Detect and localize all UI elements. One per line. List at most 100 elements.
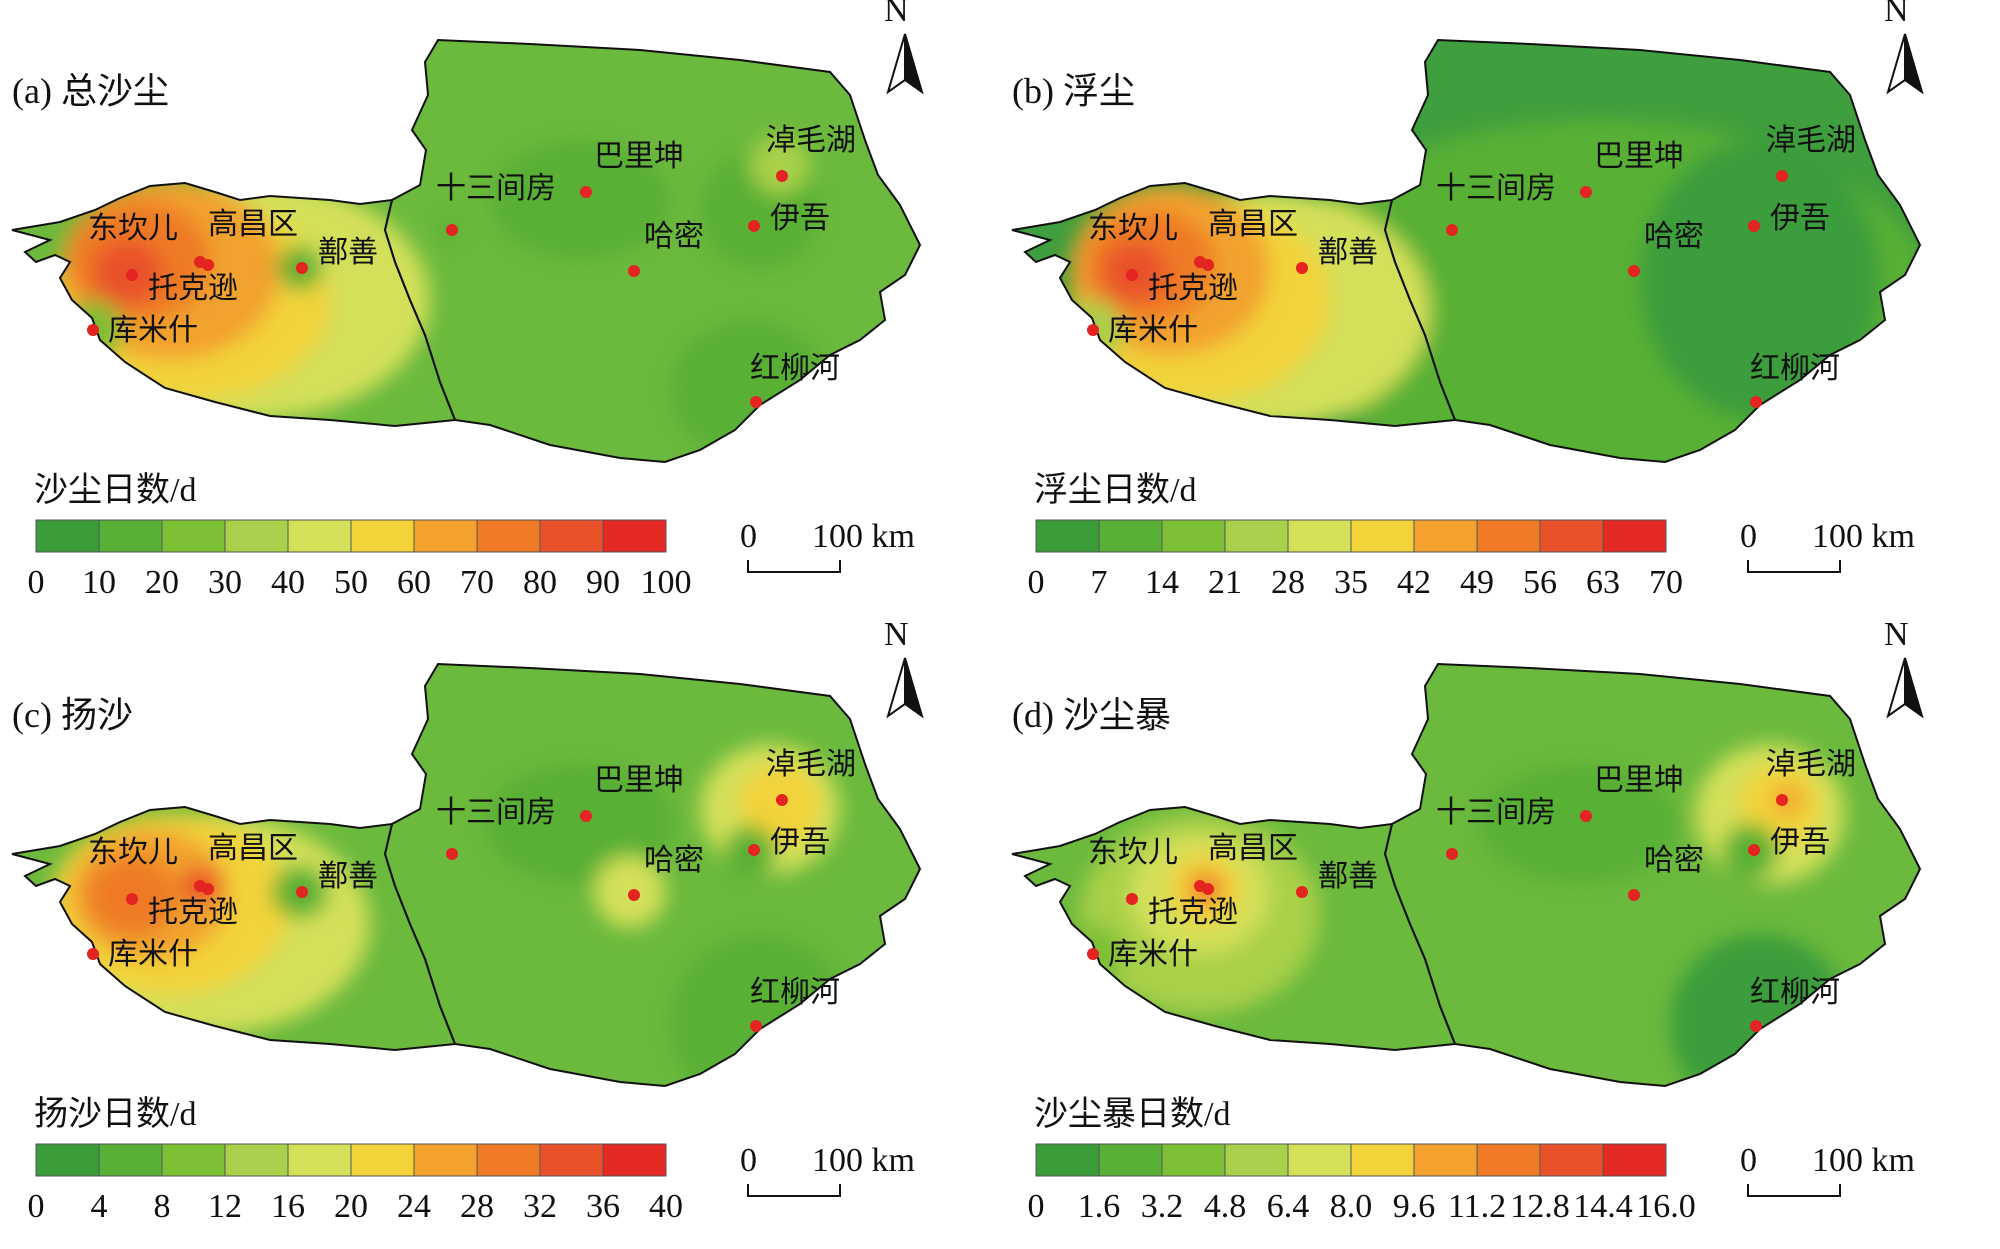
legend-swatch	[1098, 519, 1163, 553]
legend-tick-label: 16.0	[1636, 1188, 1696, 1225]
legend-tick-label: 21	[1208, 564, 1242, 601]
legend-tick-label: 8.0	[1329, 1188, 1373, 1225]
station-point	[1194, 256, 1206, 268]
legend-tick-label: 0	[27, 564, 45, 601]
legend-tick-label: 30	[208, 564, 242, 601]
legend-tick-label: 70	[460, 564, 494, 601]
legend-ticks: 0 4 8 12 16 20 24 28 32 36 40	[28, 1188, 684, 1228]
legend-swatch	[98, 519, 163, 553]
map-panel-d: 东坎儿 高昌区 托克逊 库米什 鄯善 十三间房 巴里坤 哈密 淖毛湖 伊吾 红柳河 (d) 沙尘暴 沙尘…	[1000, 616, 2000, 1248]
legend-swatch	[1287, 519, 1352, 553]
legend-swatch	[413, 519, 478, 553]
legend-tick-label: 20	[145, 564, 179, 601]
legend-swatch	[539, 1143, 604, 1177]
legend-tick-label: 40	[271, 564, 305, 601]
panel-title: (c) 扬沙	[12, 695, 133, 735]
legend-colorbar	[1035, 519, 1667, 553]
legend-colorbar	[35, 519, 667, 553]
legend-swatch	[161, 1143, 226, 1177]
legend-swatch	[35, 1143, 100, 1177]
legend-tick-label: 56	[1523, 564, 1557, 601]
panel-title: (b) 浮尘	[1012, 71, 1135, 111]
legend-tick-label: 4.8	[1203, 1188, 1247, 1225]
legend-swatch	[287, 1143, 352, 1177]
station-point	[126, 893, 138, 905]
legend-tick-label: 42	[1397, 564, 1431, 601]
legend-tick-label: 9.6	[1392, 1188, 1436, 1225]
station-point	[750, 1020, 762, 1032]
legend-tick-label: 0	[27, 1188, 45, 1225]
north-label: N	[884, 616, 909, 653]
station-point	[87, 948, 99, 960]
legend-tick-label: 8	[153, 1188, 171, 1225]
legend-tick-label: 36	[586, 1188, 620, 1225]
station-label: 伊吾	[1770, 201, 1830, 236]
legend-swatch	[476, 1143, 541, 1177]
station-point	[750, 396, 762, 408]
station-point	[776, 170, 788, 182]
station-point	[126, 269, 138, 281]
north-arrow-icon	[886, 33, 924, 95]
legend-swatch	[350, 1143, 415, 1177]
scale-distance-label: 100 km	[812, 518, 915, 555]
legend-tick-label: 12	[208, 1188, 242, 1225]
station-label: 哈密	[644, 843, 704, 878]
station-label: 托克逊	[148, 895, 238, 930]
legend-colorbar	[1035, 1143, 1667, 1177]
station-point	[580, 186, 592, 198]
station-label: 高昌区	[208, 831, 298, 866]
legend-tick-label: 20	[334, 1188, 368, 1225]
legend-title: 沙尘日数/d	[34, 472, 197, 509]
station-point	[1628, 265, 1640, 277]
station-point	[1748, 220, 1760, 232]
station-label: 淖毛湖	[1766, 123, 1856, 158]
station-label: 红柳河	[1750, 351, 1840, 386]
panel-title: (d) 沙尘暴	[1012, 695, 1171, 735]
station-label: 高昌区	[208, 207, 298, 242]
legend-tick-label: 4	[90, 1188, 108, 1225]
legend-swatch	[161, 519, 226, 553]
legend-title: 浮尘日数/d	[1034, 472, 1197, 509]
station-point	[446, 848, 458, 860]
legend-tick-label: 16	[271, 1188, 305, 1225]
legend-swatch	[1287, 1143, 1352, 1177]
north-arrow-icon	[1886, 657, 1924, 719]
scale-zero-label: 0	[740, 518, 757, 555]
legend-swatch	[1476, 1143, 1541, 1177]
region-boundary-east	[1383, 38, 1922, 464]
station-point	[446, 224, 458, 236]
legend-tick-label: 50	[334, 564, 368, 601]
legend-swatch	[224, 519, 289, 553]
north-label: N	[884, 0, 909, 29]
station-point	[748, 220, 760, 232]
legend-colorbar	[35, 1143, 667, 1177]
north-arrow-icon	[886, 657, 924, 719]
station-point	[748, 844, 760, 856]
legend-swatch	[476, 519, 541, 553]
scale-bar	[1747, 560, 1841, 573]
station-label: 淖毛湖	[766, 747, 856, 782]
station-label: 巴里坤	[1594, 139, 1684, 174]
legend-tick-label: 60	[397, 564, 431, 601]
station-point	[1446, 848, 1458, 860]
legend-tick-label: 11.2	[1447, 1188, 1507, 1225]
station-label: 红柳河	[750, 351, 840, 386]
station-label: 库米什	[108, 313, 198, 348]
legend-swatch	[539, 519, 604, 553]
legend-swatch	[1161, 519, 1226, 553]
legend-ticks: 0 1.6 3.2 4.8 6.4 8.0 9.6 11.2 12.8 14.4 16.0	[1028, 1188, 1696, 1228]
station-point	[1628, 889, 1640, 901]
station-label: 十三间房	[436, 795, 556, 830]
station-label: 库米什	[1108, 313, 1198, 348]
station-point	[87, 324, 99, 336]
scale-zero-label: 0	[740, 1142, 757, 1179]
station-label: 鄯善	[1318, 235, 1378, 270]
station-point	[296, 262, 308, 274]
legend-swatch	[1413, 519, 1478, 553]
scale-distance-label: 100 km	[812, 1142, 915, 1179]
legend-tick-label: 14	[1145, 564, 1179, 601]
station-label: 托克逊	[1148, 895, 1238, 930]
station-label: 东坎儿	[88, 835, 178, 870]
